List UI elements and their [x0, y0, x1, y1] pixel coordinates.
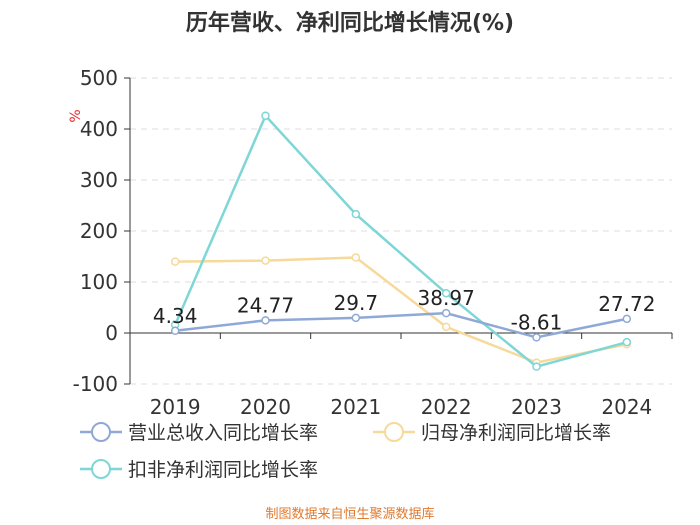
y-tick-label: 400 [80, 117, 118, 141]
series-line [174, 113, 628, 369]
y-axis-unit: % [68, 109, 84, 122]
data-point [441, 308, 451, 318]
series-line [175, 311, 628, 339]
x-tick-label: 2023 [511, 395, 562, 419]
data-point [170, 257, 180, 266]
x-tick-label: 2024 [601, 395, 652, 419]
data-label: -8.61 [511, 310, 563, 334]
series-line [175, 256, 628, 364]
y-tick-label: 300 [80, 168, 118, 192]
data-point [351, 209, 361, 219]
legend-swatch-marker [384, 422, 404, 442]
data-label: 38.97 [418, 286, 475, 310]
data-point [351, 313, 361, 323]
data-point [441, 288, 451, 298]
y-tick-label: 200 [80, 219, 118, 243]
y-axis-ticks: -100 0 100 200 300 400 500 [73, 66, 130, 396]
y-tick-label: 500 [80, 66, 118, 90]
data-point [261, 316, 270, 325]
data-label: 24.77 [237, 293, 294, 317]
legend-label: 归母净利润同比增长率 [421, 422, 611, 444]
legend-swatch-marker [91, 459, 111, 479]
grid-lines [130, 77, 672, 385]
x-tick-label: 2021 [330, 395, 381, 419]
data-point [351, 253, 361, 262]
data-point [622, 314, 632, 324]
source-footer: 制图数据来自恒生聚源数据库 [265, 506, 434, 522]
data-point [261, 111, 270, 120]
series-group [170, 111, 632, 371]
chart-title: 历年营收、净利同比增长情况(%) [186, 10, 514, 36]
y-tick-label: 0 [105, 321, 118, 345]
x-tick-label: 2020 [240, 395, 291, 419]
legend-label: 扣非净利润同比增长率 [128, 459, 318, 481]
data-labels: 4.34 24.77 29.7 38.97 -8.61 27.72 [153, 286, 656, 334]
data-label: 29.7 [334, 291, 379, 315]
y-tick-label: 100 [80, 270, 118, 294]
legend-swatch-marker [91, 422, 111, 442]
data-point [532, 333, 541, 342]
data-point [532, 362, 541, 371]
x-tick-label: 2022 [421, 395, 472, 419]
legend-label: 营业总收入同比增长率 [128, 422, 318, 444]
data-point [441, 322, 451, 332]
data-point [261, 256, 270, 265]
x-axis-ticks: 2019 2020 2021 2022 2023 2024 [129, 333, 673, 419]
y-tick-label: -100 [73, 372, 118, 396]
x-tick-label: 2019 [150, 395, 201, 419]
data-label: 4.34 [153, 304, 198, 328]
data-label: 27.72 [598, 292, 655, 316]
data-point [170, 326, 180, 336]
data-point [622, 337, 632, 347]
